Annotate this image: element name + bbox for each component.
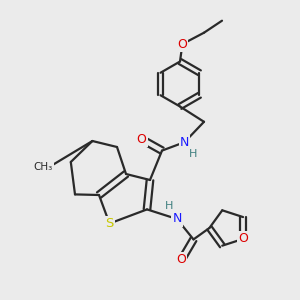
- Text: O: O: [238, 232, 248, 245]
- Text: H: H: [165, 201, 174, 212]
- Text: O: O: [178, 38, 187, 51]
- Text: N: N: [172, 212, 182, 226]
- Text: H: H: [189, 149, 197, 159]
- Text: S: S: [105, 217, 114, 230]
- Text: O: O: [177, 253, 186, 266]
- Text: O: O: [137, 133, 146, 146]
- Text: N: N: [180, 136, 189, 149]
- Text: CH₃: CH₃: [34, 161, 53, 172]
